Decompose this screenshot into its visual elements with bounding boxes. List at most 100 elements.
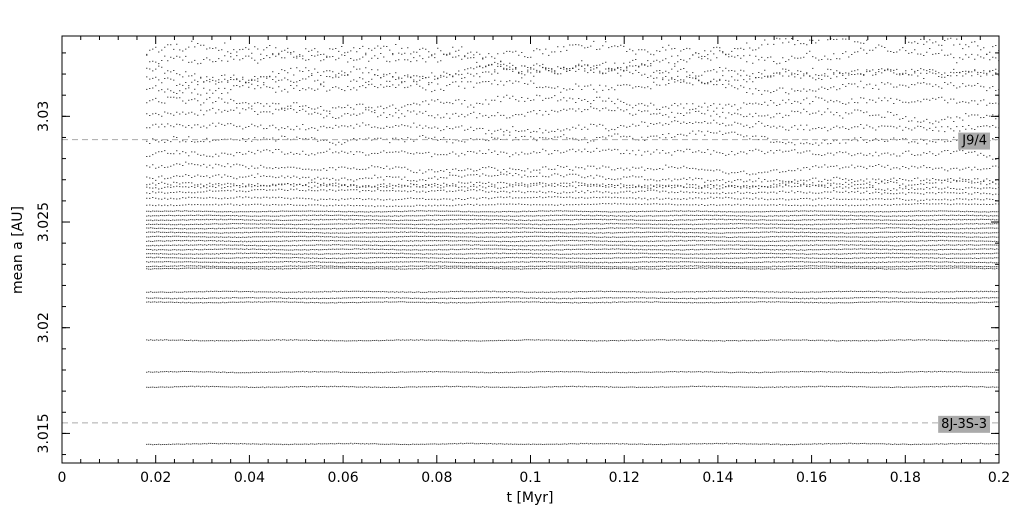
track-points [146,183,1000,191]
diffusing-track [146,106,1000,125]
track-points [146,130,1000,146]
track-points [146,248,1000,251]
resonance-label-bg [938,415,990,433]
diffusing-track [146,196,1000,202]
stable-track [146,296,1000,300]
track-points [146,296,1000,300]
x-axis: 0 0.02 0.04 0.06 0.08 0.1 0.12 0.14 0.16 0.18 0.2 [58,36,1010,486]
y-tick-label: 3.03 [36,101,52,132]
x-tick-label: 0.06 [328,470,359,486]
diffusing-track [146,179,1000,189]
diffusing-track [146,130,1000,146]
track-points [146,370,1000,374]
diffusing-track [146,119,1000,135]
diffusing-track [146,44,1000,75]
x-tick-label: 0.16 [796,470,827,486]
stable-track [146,239,1000,243]
x-tick-label: 0.12 [609,470,640,486]
track-points [146,37,1000,62]
track-points [146,385,1000,389]
track-points [146,252,1000,255]
track-points [146,44,1000,75]
track-points [146,63,1000,87]
track-points [146,202,1000,208]
track-points [146,222,1000,226]
track-points [146,256,1000,260]
track-points [146,301,1000,304]
x-tick-label: 0.14 [702,470,733,486]
resonance-label: 8J-3S-3 [941,417,987,432]
stable-track [146,385,1000,389]
diffusing-track [146,161,1000,176]
stable-track [146,231,1000,234]
y-tick-label: 3.025 [36,202,52,242]
x-tick-label: 0.18 [890,470,921,486]
x-tick-label: 0.2 [988,470,1010,486]
resonance-label-bg [958,132,990,150]
stable-track [146,235,1000,238]
stable-track [146,214,1000,217]
track-points [146,147,1000,160]
track-points [146,106,1000,125]
tracks-layer [146,37,1000,446]
track-points [146,244,1000,247]
diffusing-track [146,202,1000,208]
track-points [146,267,1000,270]
track-points [146,339,1000,342]
stable-track [146,256,1000,260]
stable-track [146,218,1000,222]
stable-track [146,261,1000,264]
track-points [146,239,1000,243]
diffusing-track [146,183,1000,191]
diffusing-track [146,37,1000,62]
track-points [146,161,1000,176]
track-points [146,265,1000,268]
stable-track [146,267,1000,270]
x-tick-label: 0.08 [421,470,452,486]
diffusing-track [146,77,1000,96]
track-points [146,261,1000,264]
stable-track [146,227,1000,230]
resonance-layer: J9/4 8J-3S-3 [62,132,999,433]
stable-track [146,222,1000,226]
track-points [146,235,1000,238]
track-points [146,179,1000,189]
stable-track [146,244,1000,247]
diffusing-track [146,63,1000,87]
resonance-marker: 8J-3S-3 [62,415,999,433]
x-axis-label: t [Myr] [507,490,554,506]
resonance-label: J9/4 [961,134,987,149]
stable-track [146,252,1000,255]
x-tick-label: 0 [58,470,67,486]
x-tick-label: 0.02 [140,470,171,486]
track-points [146,172,1000,184]
track-points [146,119,1000,135]
track-points [146,231,1000,234]
track-points [146,188,1000,196]
track-points [146,442,1000,446]
y-tick-label: 3.02 [36,312,52,343]
track-points [146,214,1000,217]
x-tick-label: 0.1 [519,470,541,486]
y-tick-label: 3.015 [36,413,52,453]
stable-track [146,210,1000,213]
track-points [146,210,1000,213]
track-points [146,227,1000,230]
diffusing-track [146,94,1000,112]
stable-track [146,370,1000,374]
y-axis-label: mean a [AU] [10,206,26,294]
diffusing-track [146,172,1000,184]
track-points [146,94,1000,112]
track-points [146,290,1000,293]
stable-track [146,339,1000,342]
diffusing-track [146,63,1000,84]
x-tick-label: 0.04 [234,470,265,486]
stable-track [146,248,1000,251]
stable-track [146,265,1000,268]
stable-track [146,442,1000,446]
track-points [146,77,1000,96]
y-axis: 3.015 3.02 3.025 3.03 [36,52,999,456]
resonance-marker: J9/4 [62,132,999,150]
stable-track [146,301,1000,304]
